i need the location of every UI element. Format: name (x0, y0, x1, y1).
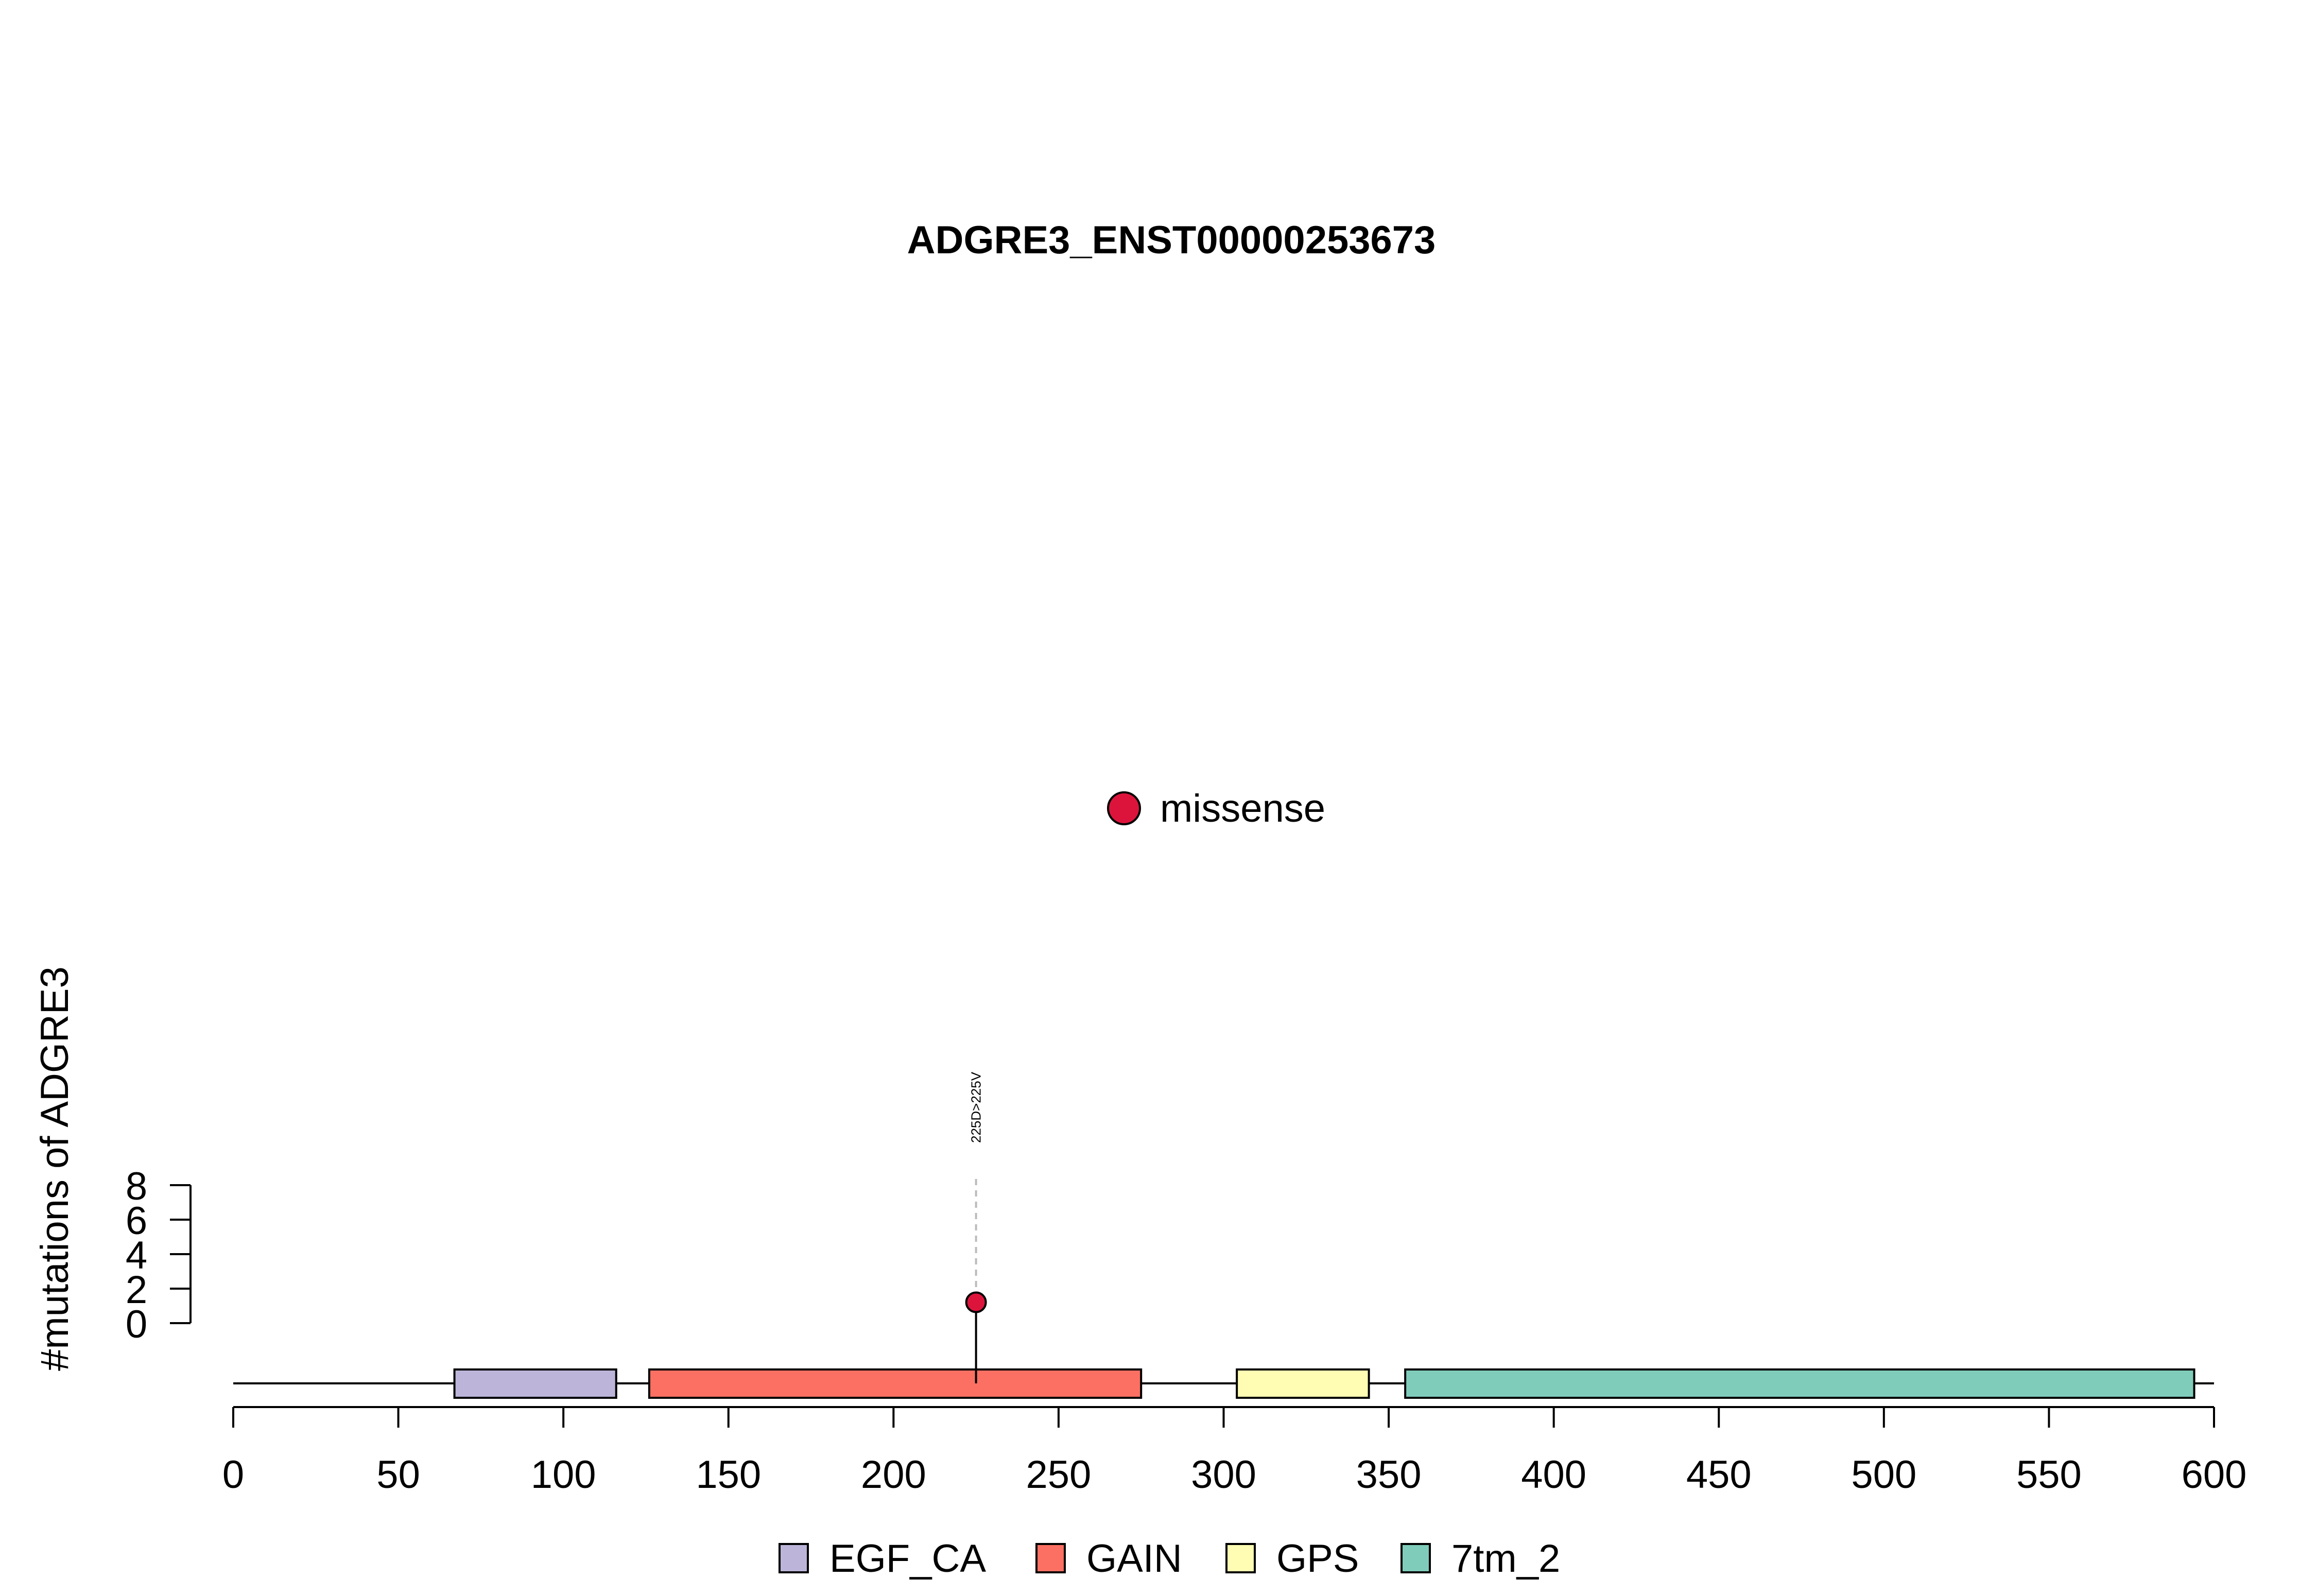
legend-missense-marker (1107, 791, 1141, 825)
x-tick-label: 50 (376, 1453, 420, 1497)
y-axis-label: #mutations of ADGRE3 (33, 966, 77, 1371)
domain-egf-ca (453, 1368, 617, 1399)
x-tick-label: 350 (1356, 1453, 1422, 1497)
legend-missense-label: missense (1160, 787, 1325, 830)
x-tick-label: 300 (1191, 1453, 1256, 1497)
legend-gps-swatch (1225, 1543, 1256, 1573)
domain-7tm-2 (1404, 1368, 2195, 1399)
legend-egf-ca-swatch (779, 1543, 809, 1573)
domain-track (453, 1368, 2195, 1399)
mutation-track: 225D>225V (965, 1071, 987, 1383)
x-tick-label: 250 (1026, 1453, 1092, 1497)
x-tick-label: 500 (1851, 1453, 1916, 1497)
y-tick-label: 6 (126, 1199, 147, 1243)
y-tick-label: 8 (126, 1165, 147, 1208)
x-axis: 0 50 100 150 200 250 300 350 400 450 500 550 600 (222, 1406, 2247, 1497)
legend-gain-label: GAIN (1086, 1537, 1182, 1581)
legend-7tm-2-label: 7tm_2 (1451, 1537, 1560, 1581)
y-tick-label: 2 (126, 1268, 147, 1312)
y-tick-label: 0 (126, 1303, 147, 1346)
mutation-point (965, 1291, 987, 1313)
y-tick-label: 4 (126, 1234, 147, 1277)
x-tick-label: 150 (696, 1453, 761, 1497)
x-tick-label: 450 (1686, 1453, 1752, 1497)
x-tick-label: 400 (1521, 1453, 1586, 1497)
domain-gain (648, 1368, 1143, 1399)
domain-legend: EGF_CA GAIN GPS 7tm_2 (779, 1537, 1560, 1581)
x-tick-label: 0 (222, 1453, 244, 1497)
domain-gps (1236, 1368, 1370, 1399)
legend-7tm-2-swatch (1400, 1543, 1431, 1573)
x-tick-label: 600 (2182, 1453, 2247, 1497)
legend-gps-label: GPS (1276, 1537, 1359, 1581)
mutation-label: 225D>225V (969, 1071, 984, 1143)
legend-gain-swatch (1035, 1543, 1066, 1573)
x-tick-label: 200 (861, 1453, 926, 1497)
mutation-legend: missense (1107, 787, 1325, 830)
chart-title: ADGRE3_ENST00000253673 (907, 218, 1436, 262)
legend-egf-ca-label: EGF_CA (829, 1537, 986, 1581)
x-tick-label: 550 (2016, 1453, 2082, 1497)
x-tick-label: 100 (531, 1453, 596, 1497)
